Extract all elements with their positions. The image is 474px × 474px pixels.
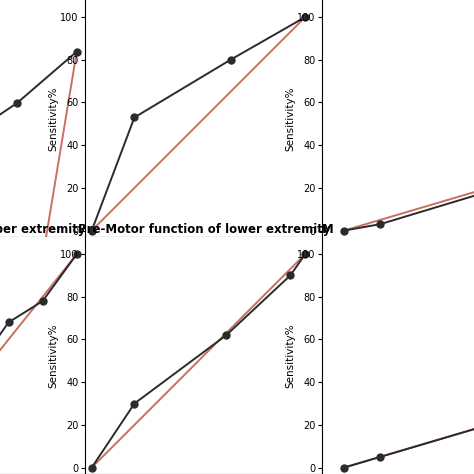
Text: M: M: [322, 223, 334, 236]
X-axis label: 100% - Specificity%: 100% - Specificity%: [0, 257, 94, 267]
Text: upper extremity: upper extremity: [0, 223, 85, 236]
Title: Pre-Motor function of lower extremity: Pre-Motor function of lower extremity: [78, 223, 330, 236]
Y-axis label: Sensitivity%: Sensitivity%: [286, 86, 296, 151]
Y-axis label: Sensitivity%: Sensitivity%: [286, 323, 296, 388]
Y-axis label: Sensitivity%: Sensitivity%: [49, 86, 59, 151]
Y-axis label: Sensitivity%: Sensitivity%: [49, 323, 59, 388]
X-axis label: 100% - Specificity%: 100% - Specificity%: [152, 257, 255, 267]
